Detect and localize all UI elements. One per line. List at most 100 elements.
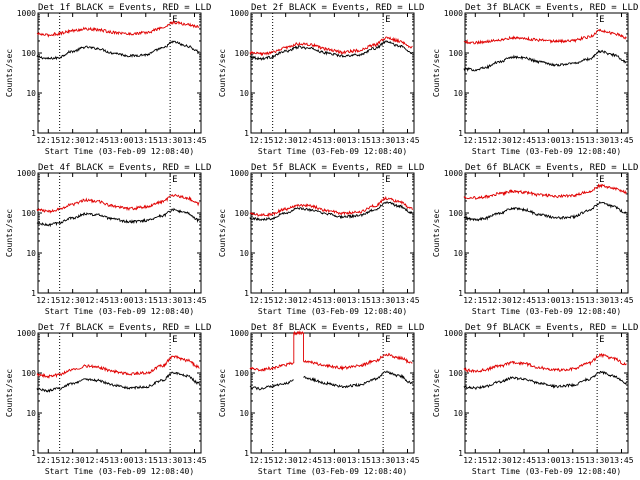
x-axis-label: Start Time (03-Feb-09 12:08:40) [45, 307, 194, 316]
lld-series-line [249, 330, 413, 372]
x-axis-label: Start Time (03-Feb-09 12:08:40) [472, 307, 621, 316]
y-tick-label: 100 [235, 49, 250, 58]
x-tick-label: 12:15 [463, 456, 487, 465]
events-series-line [36, 371, 200, 393]
events-series-line [249, 370, 413, 391]
y-tick-label: 1 [458, 449, 463, 458]
lld-series-line [463, 28, 627, 45]
x-tick-label: 12:30 [488, 296, 512, 305]
time-marker-label: E [599, 335, 604, 345]
x-axis-label: Start Time (03-Feb-09 12:08:40) [45, 147, 194, 156]
panel-title: Det 5f BLACK = Events, RED = LLD [251, 163, 424, 173]
x-tick-label: 12:15 [36, 136, 60, 145]
x-tick-label: 12:45 [85, 136, 109, 145]
plot-frame [37, 332, 202, 454]
time-marker-label: E [385, 175, 390, 185]
x-tick-label: 13:00 [109, 296, 133, 305]
x-tick-label: 13:15 [347, 136, 371, 145]
panel-title: Det 8f BLACK = Events, RED = LLD [251, 323, 424, 333]
x-tick-label: 12:30 [488, 136, 512, 145]
y-axis-label: Counts/sec [432, 369, 441, 417]
x-tick-label: 12:15 [36, 296, 60, 305]
x-tick-label: 13:15 [561, 296, 585, 305]
x-tick-label: 13:30 [158, 456, 182, 465]
y-tick-label: 100 [22, 369, 37, 378]
x-tick-label: 13:30 [585, 136, 609, 145]
detector-panel: Det 8f BLACK = Events, RED = LLD Counts/s… [218, 323, 424, 476]
x-tick-label: 13:15 [347, 456, 371, 465]
y-tick-label: 10 [239, 409, 249, 418]
x-tick-label: 13:30 [585, 296, 609, 305]
y-axis-label: Counts/sec [5, 209, 14, 257]
y-tick-label: 100 [22, 209, 37, 218]
x-tick-label: 12:45 [85, 456, 109, 465]
lld-series-line [249, 36, 413, 57]
time-marker-label: E [599, 15, 604, 25]
x-axis-label: Start Time (03-Feb-09 12:08:40) [258, 147, 407, 156]
x-tick-label: 13:00 [322, 456, 346, 465]
y-tick-label: 10 [453, 249, 463, 258]
panel-title: Det 6f BLACK = Events, RED = LLD [465, 163, 638, 173]
y-tick-label: 1000 [17, 9, 36, 18]
x-tick-label: 13:45 [609, 456, 633, 465]
x-axis-label: Start Time (03-Feb-09 12:08:40) [472, 467, 621, 476]
y-tick-label: 1 [458, 129, 463, 138]
y-tick-label: 100 [449, 369, 464, 378]
plot-frame [250, 172, 415, 294]
y-tick-label: 1 [31, 449, 36, 458]
x-tick-label: 13:30 [158, 136, 182, 145]
x-tick-label: 12:30 [61, 296, 85, 305]
plot-frame [250, 332, 415, 454]
x-tick-label: 13:15 [134, 456, 158, 465]
plot-frame [464, 332, 629, 454]
y-tick-label: 1000 [230, 169, 249, 178]
y-tick-label: 1000 [230, 329, 249, 338]
x-tick-label: 13:30 [371, 456, 395, 465]
x-tick-label: 12:15 [249, 456, 273, 465]
y-tick-label: 10 [453, 409, 463, 418]
time-marker-label: E [385, 15, 390, 25]
events-series-line [36, 40, 200, 61]
x-tick-label: 12:45 [512, 456, 536, 465]
y-tick-label: 1 [31, 289, 36, 298]
x-tick-label: 12:30 [274, 456, 298, 465]
y-tick-label: 100 [22, 49, 37, 58]
x-tick-label: 13:45 [395, 296, 419, 305]
x-tick-label: 13:00 [322, 296, 346, 305]
x-tick-label: 12:30 [61, 136, 85, 145]
y-tick-label: 100 [449, 209, 464, 218]
panel-title: Det 2f BLACK = Events, RED = LLD [251, 3, 424, 13]
panel-title: Det 1f BLACK = Events, RED = LLD [38, 3, 211, 13]
lld-series-line [36, 20, 200, 38]
x-tick-label: 13:00 [536, 136, 560, 145]
x-axis-label: Start Time (03-Feb-09 12:08:40) [45, 467, 194, 476]
y-tick-label: 1000 [444, 9, 463, 18]
x-tick-label: 13:00 [109, 136, 133, 145]
detector-panel: Det 7f BLACK = Events, RED = LLD Counts/s… [5, 323, 211, 476]
y-axis-label: Counts/sec [5, 49, 14, 97]
y-tick-label: 10 [26, 409, 36, 418]
plot-frame [464, 12, 629, 134]
x-tick-label: 12:15 [36, 456, 60, 465]
y-tick-label: 1000 [230, 9, 249, 18]
y-tick-label: 100 [235, 369, 250, 378]
x-tick-label: 12:45 [512, 136, 536, 145]
x-tick-label: 12:45 [85, 296, 109, 305]
x-tick-label: 13:15 [561, 136, 585, 145]
events-series-line [249, 40, 413, 61]
y-axis-label: Counts/sec [5, 369, 14, 417]
x-tick-label: 13:15 [134, 296, 158, 305]
y-tick-label: 1000 [17, 329, 36, 338]
panel-title: Det 4f BLACK = Events, RED = LLD [38, 163, 211, 173]
y-axis-label: Counts/sec [218, 209, 227, 257]
events-series-line [463, 201, 627, 222]
x-tick-label: 13:45 [395, 136, 419, 145]
x-tick-label: 13:00 [322, 136, 346, 145]
x-tick-label: 12:15 [249, 136, 273, 145]
x-tick-label: 13:30 [585, 456, 609, 465]
detector-panel: Det 4f BLACK = Events, RED = LLD Counts/s… [5, 163, 211, 316]
x-tick-label: 12:45 [512, 296, 536, 305]
detector-panel: Det 1f BLACK = Events, RED = LLD Counts/s… [5, 3, 211, 156]
detector-panel: Det 2f BLACK = Events, RED = LLD Counts/s… [218, 3, 424, 156]
x-tick-label: 12:30 [274, 136, 298, 145]
